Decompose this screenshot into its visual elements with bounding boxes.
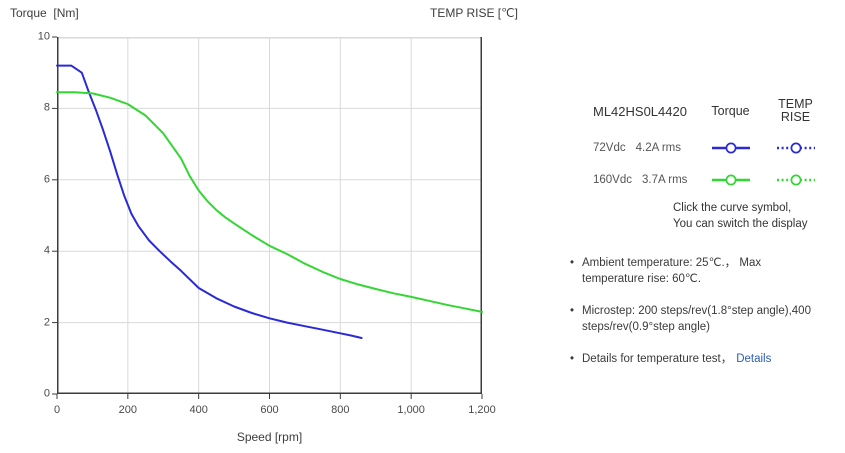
x-tick-label: 200 — [118, 404, 138, 416]
legend-row-label-1: 160Vdc 3.7A rms — [593, 174, 688, 186]
x-tick-label: 800 — [331, 404, 350, 416]
legend-hint-line: You can switch the display — [673, 218, 808, 230]
y-tick-label: 4 — [43, 244, 50, 257]
x-tick-label: 600 — [260, 404, 279, 416]
torque-curve-symbol-1[interactable] — [698, 172, 763, 188]
temp-rise-curve-symbol-1[interactable] — [763, 172, 828, 188]
y2-axis-title: TEMP RISE [℃] — [430, 6, 518, 20]
legend-table: ML42HS0L4420 Torque TEMP RISE 72Vdc 4.2A … — [565, 98, 827, 188]
torque-curve-symbol-0[interactable] — [698, 140, 763, 156]
torque-speed-chart[interactable] — [52, 36, 483, 399]
temp-rise-column-header: TEMP RISE — [778, 97, 813, 124]
y-tick-label: 2 — [43, 316, 50, 329]
torque-curve-1[interactable] — [56, 91, 483, 313]
x-tick-label: 1,000 — [397, 404, 425, 416]
note-text: Details for temperature test， — [582, 353, 733, 365]
bullet-icon: • — [570, 257, 575, 269]
legend-row-label-0: 72Vdc 4.2A rms — [593, 142, 681, 154]
x-axis-title: Speed [rpm] — [236, 430, 303, 444]
legend-panel: ML42HS0L4420 Torque TEMP RISE 72Vdc 4.2A … — [565, 0, 827, 453]
torque-curve-0[interactable] — [56, 64, 363, 339]
x-axis-tick-labels: 0 200 400 600 800 1,000 1,200 — [53, 403, 496, 417]
y-axis-tick-labels: 10 8 6 4 2 0 — [18, 31, 50, 399]
bullet-icon: • — [570, 305, 575, 317]
torque-column-header: Torque — [711, 103, 750, 118]
note-text: steps/rev(0.9°step angle) — [582, 320, 710, 333]
x-tick-label: 1,200 — [468, 404, 496, 416]
x-tick-label: 0 — [53, 404, 61, 416]
note-text: temperature rise: 60℃. — [582, 272, 702, 285]
bullet-icon: • — [570, 353, 575, 365]
y-axis-title: Torque [Nm] — [10, 6, 79, 20]
x-tick-label: 400 — [189, 404, 208, 416]
temp-rise-curve-symbol-0[interactable] — [763, 140, 828, 156]
details-link[interactable]: Details — [736, 353, 772, 365]
note-item: • Ambient temperature: 25℃.， Max temperatu… — [570, 256, 817, 287]
y-tick-label: 0 — [43, 387, 50, 400]
note-text: Microstep: 200 steps/rev(1.8°step angle)… — [582, 305, 811, 317]
note-item: • Microstep: 200 steps/rev(1.8°step angle… — [570, 304, 817, 335]
y-tick-label: 10 — [37, 30, 50, 43]
note-item: • Details for temperature test， Details — [570, 352, 817, 368]
model-name: ML42HS0L4420 — [593, 103, 687, 119]
legend-hint-line: Click the curve symbol, — [673, 202, 792, 214]
plot-area[interactable] — [52, 36, 483, 399]
note-text: Ambient temperature: 25℃.， Max — [582, 257, 762, 269]
y-tick-label: 6 — [43, 173, 50, 186]
notes-list: • Ambient temperature: 25℃.， Max temperatu… — [565, 256, 817, 368]
legend-hint: Click the curve symbol, You can switch th… — [565, 200, 827, 232]
y-tick-label: 8 — [43, 101, 50, 114]
